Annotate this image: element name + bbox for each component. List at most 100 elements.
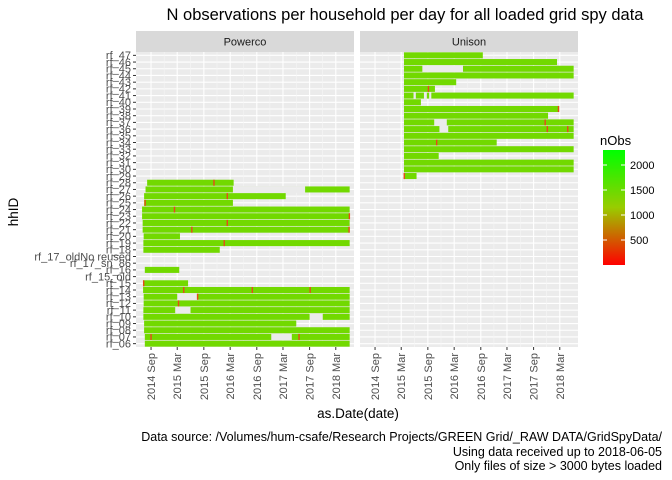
- data-bar-rf_09: [144, 320, 297, 327]
- data-bar-rf_30: [403, 166, 574, 173]
- data-gap-rf_36: [439, 125, 449, 133]
- x-tick-label: 2015 Sep: [423, 353, 435, 400]
- y-tick-label: rf_32: [106, 151, 131, 163]
- data-bar-rf_47: [403, 52, 483, 59]
- data-gap-rf_41: [429, 92, 432, 99]
- data-bar-rf_15: [143, 280, 189, 287]
- legend-tick-label: 1000: [630, 210, 654, 222]
- y-tick-label: rf_18: [106, 245, 131, 257]
- data-bar-rf_36: [403, 126, 574, 133]
- data-bar-rf_13: [143, 293, 350, 300]
- low-count-mark: [403, 173, 405, 180]
- y-tick-label: rf_28: [106, 178, 131, 190]
- x-tick-label: 2015 Mar: [172, 353, 184, 400]
- y-tick-label: rf_14: [106, 285, 131, 297]
- x-tick-label: 2017 Sep: [305, 353, 317, 400]
- low-count-mark: [544, 119, 546, 126]
- data-bar-rf_35: [403, 132, 574, 139]
- low-count-mark: [546, 126, 549, 133]
- y-tick-label: rf_31: [106, 157, 131, 169]
- x-tick-label: 2018 Mar: [331, 353, 343, 400]
- low-count-mark: [298, 333, 300, 340]
- data-bar-rf_28: [147, 179, 234, 186]
- panel-strip-label: Powerco: [224, 37, 267, 49]
- x-tick-label: 2017 Sep: [529, 353, 541, 400]
- data-bar-rf_16: [144, 266, 180, 273]
- x-tick-label: 2014 Sep: [370, 353, 382, 400]
- low-count-mark: [348, 213, 351, 220]
- low-count-mark: [427, 85, 430, 92]
- data-gap-rf_41: [413, 92, 416, 99]
- y-tick-label: rf_10: [106, 312, 131, 324]
- data-bar-rf_08: [144, 327, 350, 334]
- y-tick-label: rf_43: [106, 77, 131, 89]
- y-axis: rf_06rf_07rf_08rf_09rf_10rf_11rf_12rf_13…: [34, 50, 136, 350]
- data-bar-rf_23: [142, 213, 350, 220]
- panel-unison: Unison 2014 Sep 2015 Mar 2015 Sep 2016 Mar 20…: [360, 31, 578, 400]
- chart-title: N observations per household per day for…: [167, 6, 645, 24]
- y-tick-label: rf_07: [106, 332, 131, 344]
- y-tick-label: rf_16: [106, 265, 131, 277]
- y-tick-label: rf_38: [106, 110, 131, 122]
- data-bar-rf_40: [403, 99, 421, 106]
- data-gap-rf_37: [434, 119, 447, 126]
- data-bar-rf_11: [143, 307, 350, 314]
- y-tick-label: rf_42: [106, 84, 131, 96]
- y-axis-label: hhID: [6, 197, 21, 226]
- low-count-mark: [196, 293, 199, 300]
- y-tick-label: rf_12: [106, 298, 131, 310]
- data-bar-rf_06: [144, 340, 350, 347]
- data-bar-rf_20: [143, 233, 180, 240]
- data-bar-rf_46: [403, 59, 558, 66]
- low-count-mark: [150, 333, 152, 340]
- data-bar-rf_37: [403, 119, 574, 126]
- low-count-mark: [348, 226, 350, 233]
- low-count-mark: [144, 199, 146, 206]
- data-bar-rf_44: [403, 72, 574, 79]
- y-tick-label: rf_27: [106, 184, 131, 196]
- data-bar-rf_26: [144, 193, 286, 200]
- x-tick-label: 2016 Mar: [225, 353, 237, 400]
- low-count-mark: [191, 226, 193, 233]
- panel-data: [142, 179, 351, 347]
- y-tick-label: rf_35: [106, 131, 131, 143]
- y-tick-label: rf_29: [106, 171, 131, 183]
- y-tick-label: rf_25: [106, 198, 131, 210]
- x-tick-label: 2017 Mar: [278, 353, 290, 400]
- data-gap-rf_27: [232, 186, 306, 193]
- x-tick-label: 2018 Mar: [555, 353, 567, 400]
- data-bar-rf_18: [143, 246, 220, 253]
- facet-panels: Powerco 2014 Sep 2015 Mar 2015 Sep 2016 Mar 2…: [136, 31, 578, 400]
- legend-tick-label: 1500: [630, 185, 654, 197]
- panel-strip: [360, 31, 578, 52]
- y-tick-label: rf_34: [106, 137, 131, 149]
- legend-tick-label: 2000: [630, 160, 654, 172]
- data-bar-rf_31: [403, 159, 574, 166]
- data-gap-rf_13: [177, 293, 197, 301]
- data-bar-rf_12: [143, 300, 350, 307]
- low-count-mark: [173, 206, 176, 213]
- panel-powerco: Powerco 2014 Sep 2015 Mar 2015 Sep 2016 Mar 2…: [136, 31, 354, 400]
- x-tick-label: 2014 Sep: [146, 353, 158, 400]
- data-gap-rf_10: [309, 313, 323, 321]
- y-tick-label: rf_11: [107, 305, 131, 317]
- y-tick-label: rf_19: [106, 238, 131, 250]
- data-gap-rf_45: [422, 65, 463, 73]
- y-tick-label: rf_45: [106, 64, 131, 76]
- y-tick-label: rf_47: [106, 50, 131, 62]
- legend: nObs 500 1000 1500 2000: [600, 133, 654, 265]
- data-bar-rf_45: [403, 65, 574, 72]
- y-tick-label: rf_46: [106, 57, 131, 69]
- y-tick-label: rf_06: [106, 338, 131, 350]
- data-gap-rf_07: [271, 333, 292, 341]
- low-count-mark: [435, 139, 438, 146]
- data-bar-rf_33: [403, 146, 574, 153]
- x-tick-label: 2017 Mar: [502, 353, 514, 400]
- panel-data: [403, 52, 574, 180]
- legend-colorbar: [603, 150, 625, 265]
- x-tick-label: 2015 Mar: [396, 353, 408, 400]
- x-tick-label: 2016 Mar: [449, 353, 461, 400]
- panel-background: [360, 52, 578, 347]
- data-gap-rf_11: [175, 306, 191, 314]
